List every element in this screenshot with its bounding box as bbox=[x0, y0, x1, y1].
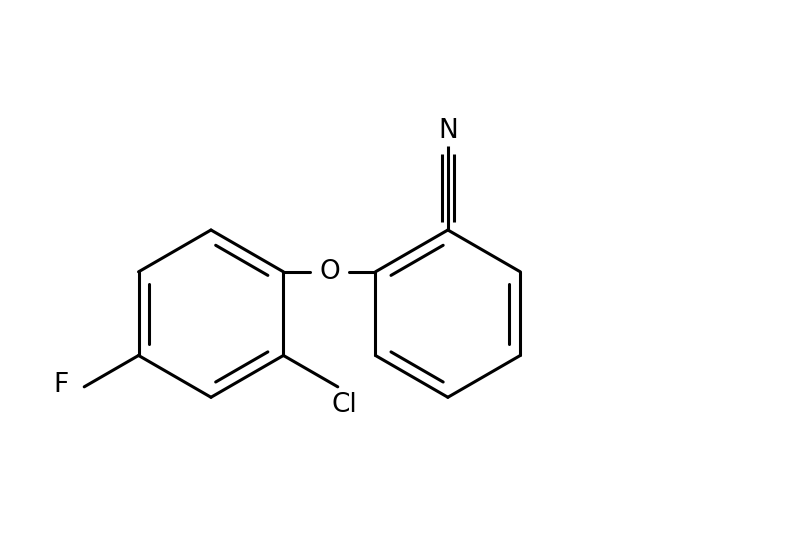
Text: Cl: Cl bbox=[332, 392, 357, 418]
Text: N: N bbox=[438, 118, 457, 144]
Text: O: O bbox=[319, 259, 340, 285]
Text: F: F bbox=[53, 372, 69, 398]
